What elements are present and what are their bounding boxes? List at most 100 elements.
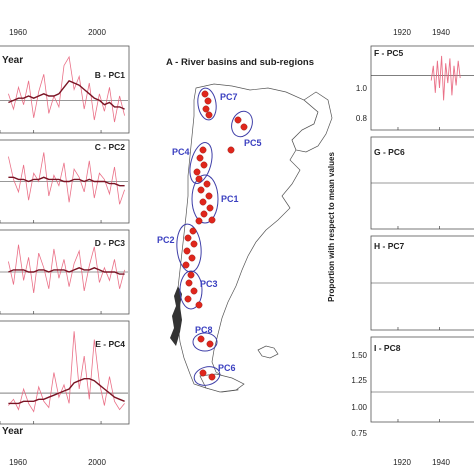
- right-y-axis-label: Proportion with respect to mean values: [327, 152, 336, 302]
- raw-series-line: [8, 152, 125, 205]
- basin-point: [195, 217, 203, 225]
- basin-point: [201, 90, 209, 98]
- left-top-tick-1960: 1960: [9, 28, 27, 37]
- left-bottom-tick-2000: 2000: [88, 458, 106, 467]
- river-basin-points: [182, 90, 248, 381]
- basin-point: [227, 146, 235, 154]
- panel-2-marks: [0, 244, 128, 314]
- basin-point: [202, 105, 210, 113]
- basin-point: [188, 254, 196, 262]
- basin-point: [208, 216, 216, 224]
- label-pc4: PC4: [172, 147, 190, 157]
- panel-e-title: E - PC4: [95, 339, 125, 349]
- panel-i-ytick-3: 1.00: [351, 403, 367, 412]
- raw-series-line: [430, 55, 461, 101]
- basin-point: [240, 123, 248, 131]
- panel-5-marks: [371, 182, 474, 229]
- falkland-islands: [257, 345, 279, 359]
- chilean-archipelago: [170, 286, 182, 346]
- panel-f-title: F - PC5: [374, 48, 404, 58]
- basin-point: [183, 247, 191, 255]
- smoothed-series-line: [8, 267, 125, 275]
- panel-f-ytick-1: 1.0: [356, 84, 368, 93]
- right-bottom-tick-1920: 1920: [393, 458, 411, 467]
- left-top-axis-label: Year: [2, 55, 23, 66]
- subregion-pc5-outline: [231, 110, 253, 138]
- panel-4-marks: [371, 55, 474, 130]
- panel-i-title: I - PC8: [374, 343, 401, 353]
- basin-point: [205, 192, 213, 200]
- basin-point: [199, 146, 207, 154]
- raw-series-line: [8, 55, 125, 123]
- left-bottom-axis-label: Year: [2, 426, 23, 437]
- basin-point: [200, 210, 208, 218]
- panel-b-title: B - PC1: [95, 70, 126, 80]
- right-bottom-tick-1940: 1940: [432, 458, 450, 467]
- panel-f-frame: [370, 45, 474, 131]
- panel-d-frame: [0, 229, 130, 315]
- right-top-tick-1920: 1920: [393, 28, 411, 37]
- panel-1-marks: [0, 152, 128, 223]
- panel-c-frame: [0, 139, 130, 224]
- left-top-tick-2000: 2000: [88, 28, 106, 37]
- panel-e-frame: [0, 320, 130, 425]
- panel-h-title: H - PC7: [374, 241, 405, 251]
- panel-c-pc2: C - PC2: [0, 139, 130, 224]
- raw-series-line: [8, 244, 125, 294]
- basin-point: [193, 168, 201, 176]
- panel-i-ytick-4: 0.75: [351, 429, 367, 438]
- panel-6-marks: [371, 282, 474, 330]
- basin-point: [200, 161, 208, 169]
- south-america-map: PC7 PC5 PC4 PC1 PC2 PC3 PC8 PC6: [157, 83, 333, 393]
- smoothed-series-line: [8, 378, 125, 405]
- basin-point: [187, 271, 195, 279]
- basin-point: [182, 261, 190, 269]
- map-title: A - River basins and sub-regions: [166, 57, 314, 68]
- basin-point: [208, 373, 216, 381]
- panel-i-pc8: I - PC8 1.50 1.25 1.00 0.75: [351, 336, 474, 438]
- right-top-tick-1940: 1940: [432, 28, 450, 37]
- panel-f-pc5: F - PC5 1.0 0.8: [356, 45, 474, 131]
- panel-d-pc3: D - PC3: [0, 229, 130, 315]
- basin-point: [203, 180, 211, 188]
- subregion-pc1-outline: [191, 174, 219, 224]
- panel-i-ytick-2: 1.25: [351, 376, 367, 385]
- basin-point: [190, 240, 198, 248]
- basin-point: [206, 340, 214, 348]
- basin-point: [199, 369, 207, 377]
- basin-point: [206, 204, 214, 212]
- panel-0-marks: [0, 55, 128, 133]
- label-pc5: PC5: [244, 138, 262, 148]
- subregion-pc7-outline: [197, 87, 217, 121]
- panel-e-pc4: E - PC4: [0, 320, 130, 425]
- basin-point: [190, 287, 198, 295]
- chart-marks: [0, 55, 474, 424]
- panel-i-frame: [370, 336, 474, 423]
- basin-point: [204, 97, 212, 105]
- left-bottom-tick-1960: 1960: [9, 458, 27, 467]
- panel-7-marks: [371, 391, 474, 422]
- basin-point: [234, 116, 242, 124]
- basin-point: [197, 186, 205, 194]
- basin-point: [184, 234, 192, 242]
- subregion-pc3-outline: [179, 270, 203, 310]
- basin-point: [205, 111, 213, 119]
- eastern-neighbor: [291, 91, 333, 153]
- panel-b-frame: [0, 45, 130, 134]
- panel-3-marks: [0, 331, 128, 424]
- basin-point: [189, 227, 197, 235]
- tierra-del-fuego: [199, 373, 245, 393]
- subregion-pc8-outline: [192, 332, 218, 352]
- label-pc1: PC1: [221, 194, 239, 204]
- subregion-pc6-outline: [193, 366, 221, 386]
- panel-g-title: G - PC6: [374, 147, 405, 157]
- panel-f-ytick-2: 0.8: [356, 114, 368, 123]
- panel-i-ytick-1: 1.50: [351, 351, 367, 360]
- panel-c-title: C - PC2: [95, 142, 126, 152]
- smoothed-series-line: [8, 176, 125, 187]
- smoothed-series-line: [8, 79, 125, 110]
- basin-point: [197, 335, 205, 343]
- label-pc7: PC7: [220, 92, 238, 102]
- label-pc2: PC2: [157, 235, 175, 245]
